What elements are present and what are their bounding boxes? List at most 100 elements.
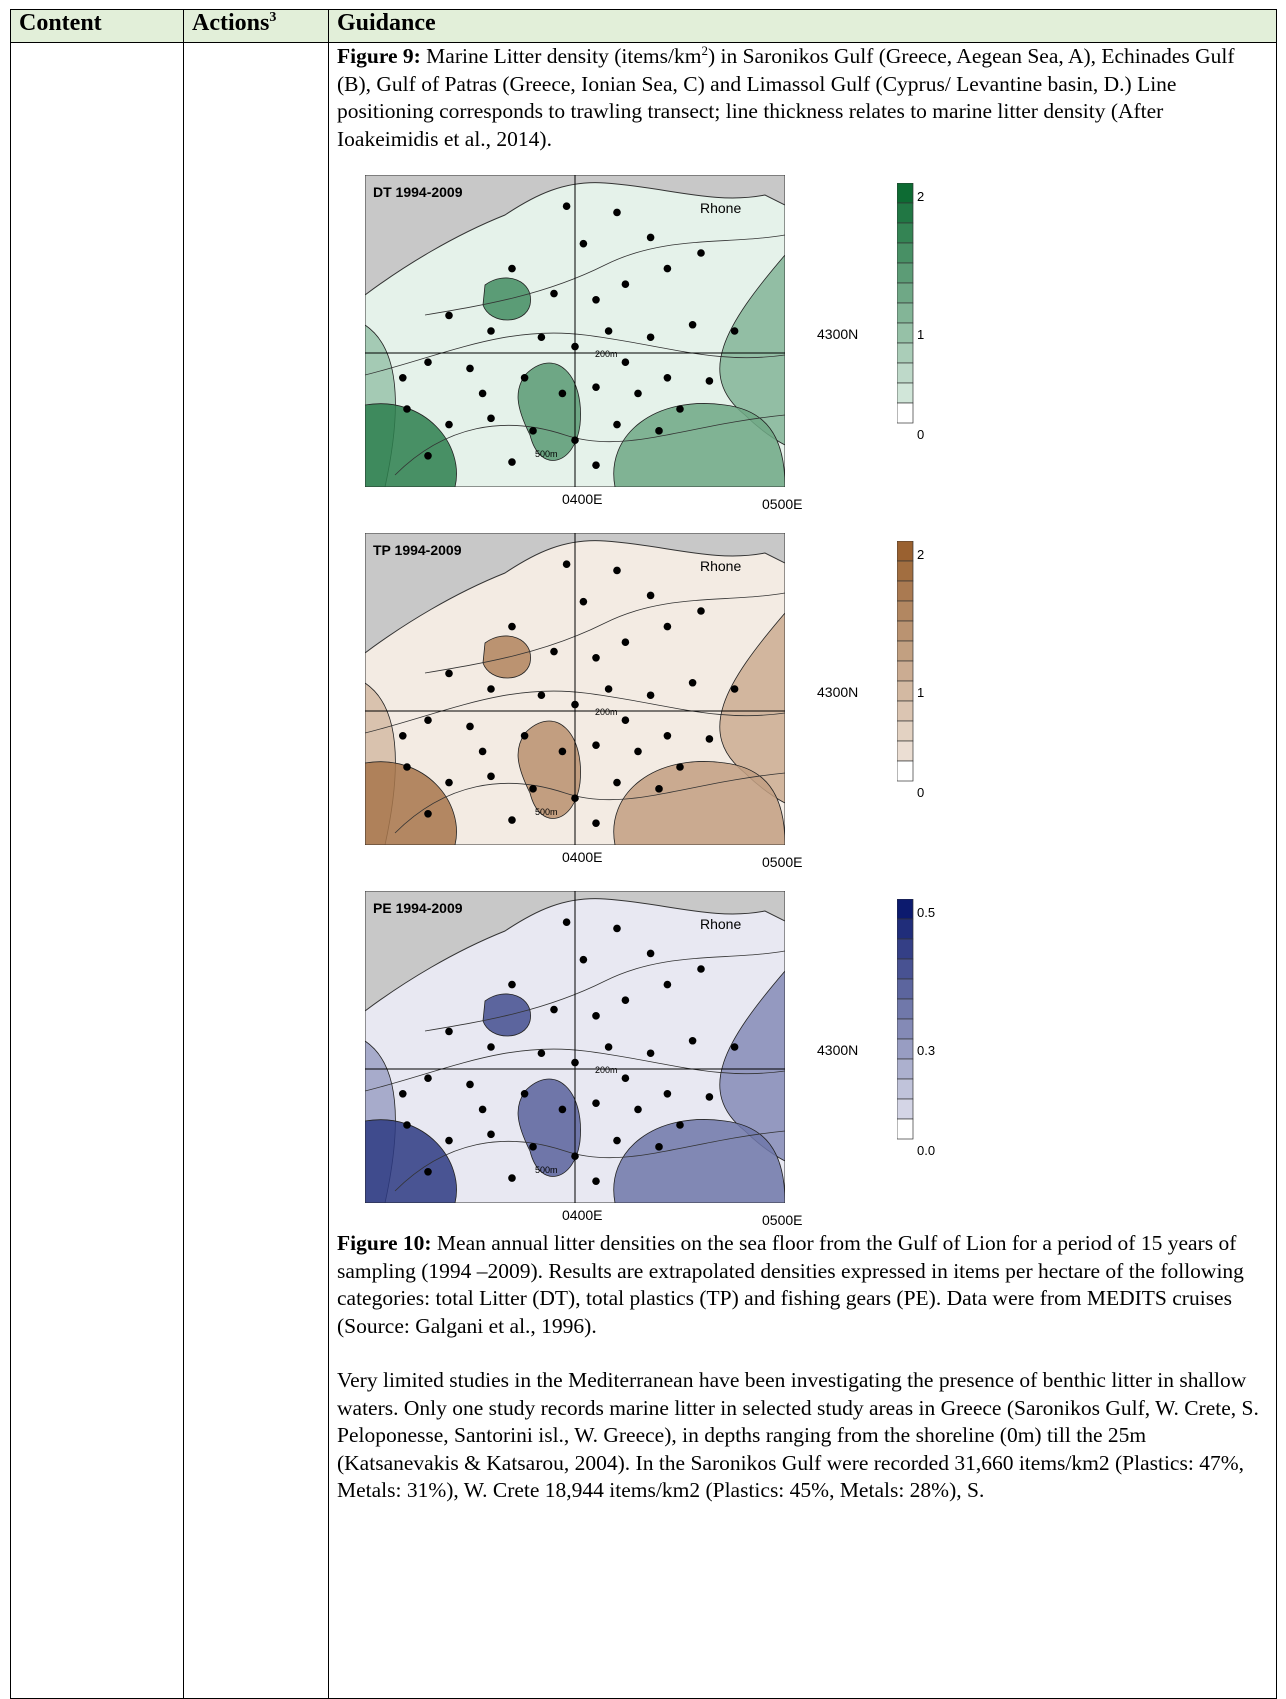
- depth-label: 200m: [595, 707, 618, 717]
- color-legend: 0.5 0.3 0.0: [897, 899, 935, 1158]
- sampling-station: [676, 763, 684, 771]
- legend-swatch: [897, 760, 914, 782]
- sampling-station: [508, 458, 516, 466]
- contour-line: [365, 332, 785, 376]
- sampling-station: [445, 1136, 453, 1145]
- sampling-station: [592, 741, 600, 749]
- figure-9-caption: Figure 9: Marine Litter density (items/k…: [337, 42, 1235, 151]
- sampling-station: [592, 461, 600, 469]
- contour-line: [394, 1130, 785, 1192]
- sampling-station: [697, 249, 705, 257]
- sampling-station: [487, 685, 495, 693]
- sampling-station: [529, 785, 537, 793]
- sampling-station: [571, 1058, 579, 1067]
- legend-swatch: [897, 580, 914, 602]
- sampling-station: [621, 1074, 630, 1082]
- sampling-station: [424, 358, 432, 366]
- legend-tick: 1: [917, 327, 924, 342]
- sampling-station: [487, 1130, 495, 1139]
- sampling-station: [646, 691, 655, 700]
- contour-band: [517, 362, 581, 461]
- sampling-station: [613, 420, 621, 429]
- color-legend: 2 1 0: [897, 541, 924, 800]
- contour-map: DT 1994-2009 Rhone 200m 500m: [365, 175, 785, 487]
- actions-cell: [183, 42, 329, 1699]
- sampling-station: [621, 280, 630, 288]
- sampling-station: [592, 296, 600, 304]
- sampling-station: [592, 383, 600, 391]
- sampling-station: [730, 685, 739, 693]
- sampling-station: [592, 1099, 600, 1107]
- legend-tick: 0.0: [917, 1143, 935, 1158]
- guidance-table: Content Actions3 Guidance Figure 9: Mari…: [10, 9, 1277, 1699]
- sampling-station: [466, 1080, 474, 1089]
- map-title: DT 1994-2009: [373, 184, 463, 200]
- contour-band: [517, 720, 581, 819]
- sampling-station: [592, 1012, 600, 1020]
- legend-tick: 0: [917, 785, 924, 800]
- longitude-label-2: 0500E: [762, 854, 803, 870]
- sampling-station: [424, 452, 432, 460]
- sampling-station: [579, 955, 588, 964]
- sampling-station: [550, 289, 558, 298]
- sampling-station: [445, 420, 453, 429]
- longitude-label-1: 0400E: [562, 491, 603, 507]
- legend-tick: 0: [917, 427, 924, 442]
- depth-label: 200m: [595, 1065, 618, 1075]
- contour-band: [613, 1119, 785, 1203]
- contour-map: PE 1994-2009 Rhone 200m 500m: [365, 891, 785, 1203]
- contour-band: [719, 612, 785, 804]
- sampling-station: [621, 638, 630, 646]
- sampling-station: [508, 816, 516, 824]
- sampling-station: [537, 333, 546, 342]
- sampling-station: [730, 1043, 739, 1051]
- longitude-label-2: 0500E: [762, 1212, 803, 1228]
- legend-swatch: [897, 402, 914, 424]
- legend-swatch: [897, 560, 914, 582]
- contour-band: [365, 403, 457, 487]
- sampling-station: [621, 358, 630, 366]
- sampling-station: [478, 389, 487, 398]
- sampling-station: [466, 364, 474, 373]
- sampling-station: [445, 669, 453, 678]
- depth-label: 500m: [535, 807, 558, 817]
- sampling-station: [520, 374, 529, 382]
- sampling-station: [529, 1143, 537, 1151]
- sampling-station: [688, 1036, 697, 1045]
- header-actions: Actions3: [183, 9, 329, 43]
- sampling-station: [424, 1168, 432, 1176]
- content-cell: [10, 42, 184, 1699]
- sampling-station: [537, 691, 546, 700]
- sampling-station: [655, 1143, 663, 1151]
- sampling-station: [487, 1043, 495, 1051]
- sampling-station: [613, 778, 621, 787]
- river-label: Rhone: [700, 200, 741, 216]
- contour-band: [482, 635, 531, 679]
- sampling-station: [663, 980, 672, 989]
- sampling-station: [558, 1105, 567, 1114]
- legend-swatch: [897, 1098, 914, 1120]
- guidance-cell: Figure 9: Marine Litter density (items/k…: [328, 42, 1277, 1699]
- legend-swatch: [897, 1018, 914, 1040]
- sampling-station: [634, 389, 642, 398]
- legend-swatch: [897, 600, 914, 622]
- sampling-station: [697, 607, 705, 615]
- contour-band: [613, 403, 785, 487]
- sampling-station: [663, 622, 672, 631]
- sampling-station: [571, 342, 579, 351]
- sampling-station: [676, 1121, 684, 1129]
- header-guidance: Guidance: [328, 9, 1277, 43]
- legend-swatch: [897, 978, 914, 1000]
- sampling-station: [508, 622, 516, 631]
- map-title: PE 1994-2009: [373, 900, 463, 916]
- contour-band: [365, 761, 457, 845]
- sampling-station: [663, 374, 672, 382]
- sampling-station: [705, 1093, 714, 1101]
- sampling-station: [508, 980, 516, 989]
- sampling-station: [663, 264, 672, 273]
- legend-tick: 2: [917, 189, 924, 204]
- legend-swatch: [897, 1038, 914, 1060]
- sampling-station: [697, 965, 705, 973]
- legend-tick: 1: [917, 685, 924, 700]
- contour-line: [365, 1048, 785, 1092]
